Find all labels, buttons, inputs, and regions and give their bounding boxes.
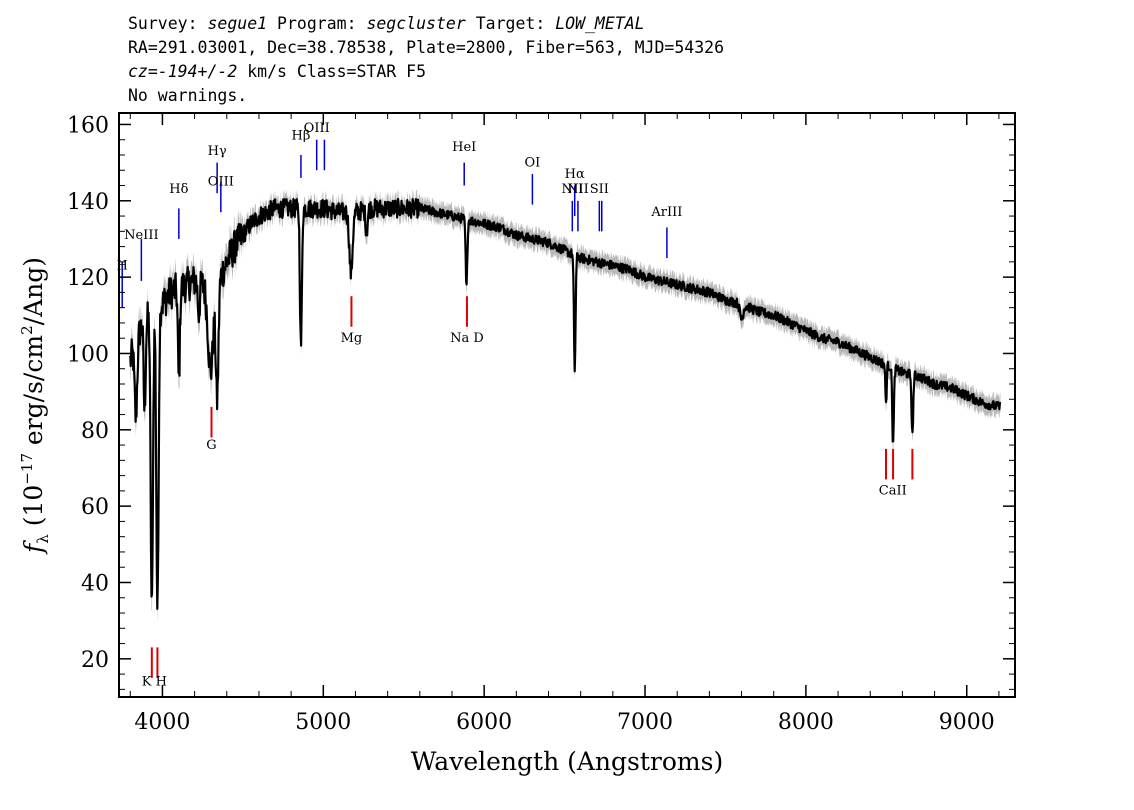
absorption-line-label: K H bbox=[142, 675, 167, 690]
header-line-3: cz=-194+/-2 km/s Class=STAR F5 bbox=[128, 62, 427, 81]
absorption-line-label: G bbox=[206, 438, 216, 453]
y-tick-label: 60 bbox=[81, 495, 109, 520]
x-tick-label: 8000 bbox=[778, 710, 834, 735]
emission-line-label: SII bbox=[590, 182, 609, 197]
error-band bbox=[130, 189, 1001, 625]
x-tick-label: 6000 bbox=[456, 710, 512, 735]
absorption-line-label: Mg bbox=[341, 331, 363, 346]
y-axis-title-b: erg/s/cm bbox=[19, 335, 48, 453]
target-value: LOW_METAL bbox=[555, 14, 645, 33]
emission-line-label: NII bbox=[567, 182, 589, 197]
class-value: km/s Class=STAR F5 bbox=[237, 62, 427, 81]
y-tick-label: 80 bbox=[81, 419, 109, 444]
y-tick-label: 20 bbox=[81, 648, 109, 673]
header-line-2: RA=291.03001, Dec=38.78538, Plate=2800, … bbox=[128, 38, 725, 57]
x-axis-title: Wavelength (Angstroms) bbox=[411, 747, 723, 776]
x-tick-label: 5000 bbox=[295, 710, 351, 735]
emission-line-label: ArIII bbox=[650, 205, 682, 220]
x-tick-label: 7000 bbox=[617, 710, 673, 735]
y-axis-title-c: /Ang) bbox=[19, 257, 48, 325]
y-axis-title-exp2: 2 bbox=[18, 325, 36, 335]
x-tick-label: 9000 bbox=[939, 710, 995, 735]
header-line-1: Survey: segue1 Program: segcluster Targe… bbox=[128, 14, 645, 33]
emission-line-label: Hα bbox=[565, 167, 585, 182]
y-axis-title-exp1: −17 bbox=[18, 453, 36, 485]
y-axis-title-f: f bbox=[19, 540, 48, 555]
survey-value: segue1 bbox=[207, 14, 268, 33]
emission-line-label: NII bbox=[561, 182, 583, 197]
y-tick-label: 100 bbox=[67, 342, 109, 367]
emission-line-label: Hβ bbox=[292, 129, 311, 144]
ticks-layer: 4000 5000 6000 7000 8000 9000 20 40 60 80 100 120 14… bbox=[67, 113, 1015, 735]
absorption-line-label: CaII bbox=[879, 484, 907, 499]
survey-label: Survey: bbox=[128, 14, 208, 33]
emission-line-label: H bbox=[117, 258, 128, 273]
emission-line-label: OI bbox=[525, 155, 541, 170]
program-value: segcluster bbox=[366, 14, 466, 33]
emission-line-label: HeI bbox=[452, 140, 476, 155]
header-line-4: No warnings. bbox=[128, 86, 248, 105]
y-tick-label: 120 bbox=[67, 266, 109, 291]
x-tick-label: 4000 bbox=[134, 710, 190, 735]
spectrum-line bbox=[129, 197, 1002, 610]
y-axis-title-sub: λ bbox=[34, 534, 52, 544]
absorption-line-label: Na D bbox=[450, 331, 484, 346]
emission-line-label: OIII bbox=[304, 121, 330, 136]
emission-line-label: NeIII bbox=[124, 228, 158, 243]
program-label: Program: bbox=[267, 14, 367, 33]
y-axis-title-a: (10 bbox=[19, 485, 48, 535]
emission-line-label: Hγ bbox=[208, 144, 227, 159]
spectrum-layer bbox=[129, 197, 1002, 610]
target-label: Target: bbox=[465, 14, 556, 33]
y-axis-title: fλ (10−17 erg/s/cm2/Ang) bbox=[18, 257, 52, 555]
error-band-layer bbox=[130, 189, 1001, 625]
y-tick-label: 160 bbox=[67, 113, 109, 138]
emission-line-label: Hδ bbox=[169, 182, 188, 197]
cz-value: cz=-194+/-2 bbox=[128, 62, 238, 81]
emission-line-label: OIII bbox=[208, 175, 234, 190]
plot-frame bbox=[118, 112, 1016, 698]
y-tick-label: 40 bbox=[81, 571, 109, 596]
y-tick-label: 140 bbox=[67, 190, 109, 215]
